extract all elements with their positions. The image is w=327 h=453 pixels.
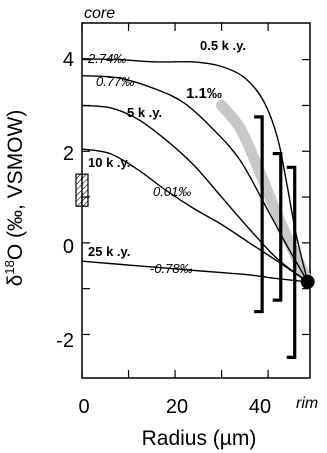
series-line-10ky (81, 148, 309, 283)
series-label-5ky: 5 k .y. (127, 105, 162, 120)
rim-label: rim (296, 395, 318, 412)
band-value-label: 1.1‰ (186, 85, 222, 102)
x-tick-label: 20 (166, 396, 188, 418)
y-axis-label: δ18O (‰, VSMOW) (2, 110, 27, 287)
measurement-bar (286, 165, 297, 359)
measurement-bars (254, 115, 297, 359)
series-curves (81, 58, 309, 283)
y-tick-label: 4 (63, 49, 74, 71)
value-label-0.01: 0.01‰ (153, 184, 191, 199)
series-value-labels: 2.74‰ 0.77‰ 0.01‰ -0.78‰ (87, 51, 193, 276)
y-axis-label-rest: O (‰, VSMOW) (4, 110, 27, 261)
series-label-10ky: 10 k .y. (88, 155, 130, 170)
x-tick-label: 40 (249, 396, 271, 418)
y-tick-label: -2 (56, 330, 74, 352)
value-label-0.77: 0.77‰ (96, 74, 134, 89)
y-tick-label: 0 (63, 236, 74, 258)
core-label: core (84, 5, 115, 22)
x-axis-label: Radius (µm) (142, 427, 257, 450)
series-line-0.5ky (81, 58, 309, 282)
measurement-bar (254, 115, 264, 314)
gray-band (216, 100, 314, 288)
y-tick-label: 2 (63, 143, 74, 165)
series-label-25ky: 25 k .y. (88, 244, 130, 259)
core-measurement-box (75, 173, 89, 207)
x-tick-labels: 0 20 40 (78, 396, 271, 418)
series-line-25ky (81, 260, 308, 283)
series-labels: 0.5 k .y. 5 k .y. 10 k .y. 25 k .y. (88, 38, 246, 259)
value-label-2.74: 2.74‰ (87, 51, 126, 66)
series-line-5ky (81, 104, 309, 283)
x-tick-label: 0 (78, 396, 89, 418)
rim-point (300, 274, 315, 289)
y-axis-label-sup: 18 (2, 260, 17, 274)
measurement-bar (272, 151, 283, 302)
y-tick-labels: 4 2 0 -2 (56, 49, 74, 352)
series-label-0.5ky: 0.5 k .y. (200, 38, 246, 53)
value-label-minus-0.78: -0.78‰ (150, 261, 193, 276)
y-axis-label-prefix: δ (4, 275, 27, 287)
